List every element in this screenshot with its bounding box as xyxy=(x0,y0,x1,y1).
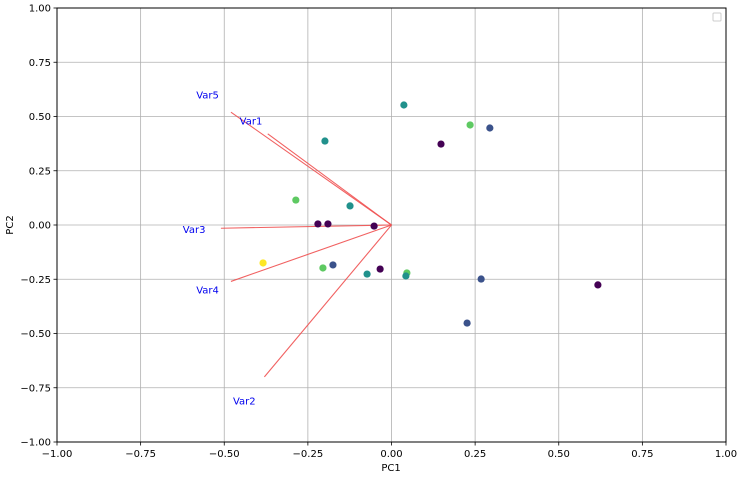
scatter-points xyxy=(259,101,602,327)
loading-arrow-var4 xyxy=(230,224,392,282)
y-axis-label: PC2 xyxy=(5,215,16,234)
x-tick-label: 1.00 xyxy=(715,449,737,460)
x-tick-label: 0.25 xyxy=(464,449,486,460)
y-tick-label: −0.50 xyxy=(20,329,51,340)
y-tick-label: −0.75 xyxy=(20,383,51,394)
legend-box xyxy=(712,12,722,22)
variable-labels: Var1 Var2 Var3 Var4 Var5 xyxy=(183,90,263,407)
data-point xyxy=(363,270,371,278)
loading-arrow-var3 xyxy=(220,224,392,229)
x-tick-label: −0.25 xyxy=(293,449,324,460)
x-axis-label: PC1 xyxy=(381,463,400,474)
x-tick-label: 0.75 xyxy=(631,449,653,460)
loading-arrow-var5 xyxy=(230,111,392,226)
loading-label-var2: Var2 xyxy=(233,396,256,407)
loading-arrow-var1 xyxy=(267,133,392,226)
data-point xyxy=(486,124,494,132)
x-tick-label: −0.50 xyxy=(209,449,240,460)
loading-label-var1: Var1 xyxy=(240,116,263,127)
x-tick-label: −0.75 xyxy=(125,449,156,460)
loading-label-var5: Var5 xyxy=(196,90,219,101)
axis-ticks: −1.00 −0.75 −0.50 −0.25 0.00 0.25 0.50 0.75 1.00… xyxy=(20,4,737,461)
loading-arrow-var2 xyxy=(263,224,392,378)
data-point xyxy=(292,196,300,204)
data-point xyxy=(594,281,602,289)
legend xyxy=(712,12,722,22)
data-point xyxy=(321,137,329,145)
data-point xyxy=(324,220,332,228)
data-point xyxy=(314,220,322,228)
y-tick-label: −0.25 xyxy=(20,275,51,286)
data-point xyxy=(329,261,337,269)
x-tick-label: −1.00 xyxy=(42,449,73,460)
y-tick-label: −1.00 xyxy=(20,438,51,449)
data-point xyxy=(463,319,471,327)
y-tick-label: 0.75 xyxy=(29,58,51,69)
data-point xyxy=(319,264,327,272)
data-point xyxy=(346,202,354,210)
x-tick-label: 0.00 xyxy=(380,449,402,460)
loading-arrows xyxy=(220,111,392,378)
data-point xyxy=(477,275,485,283)
data-point xyxy=(437,140,445,148)
y-tick-label: 0.00 xyxy=(29,221,51,232)
data-point xyxy=(466,121,474,129)
loading-label-var4: Var4 xyxy=(196,286,219,297)
y-tick-label: 0.25 xyxy=(29,166,51,177)
data-point xyxy=(259,259,267,267)
data-point xyxy=(400,101,408,109)
data-point xyxy=(370,222,378,230)
loading-label-var3: Var3 xyxy=(183,225,206,236)
data-point xyxy=(402,272,410,280)
y-tick-label: 0.50 xyxy=(29,112,51,123)
y-tick-label: 1.00 xyxy=(29,4,51,15)
x-tick-label: 0.50 xyxy=(548,449,570,460)
data-point xyxy=(376,265,384,273)
